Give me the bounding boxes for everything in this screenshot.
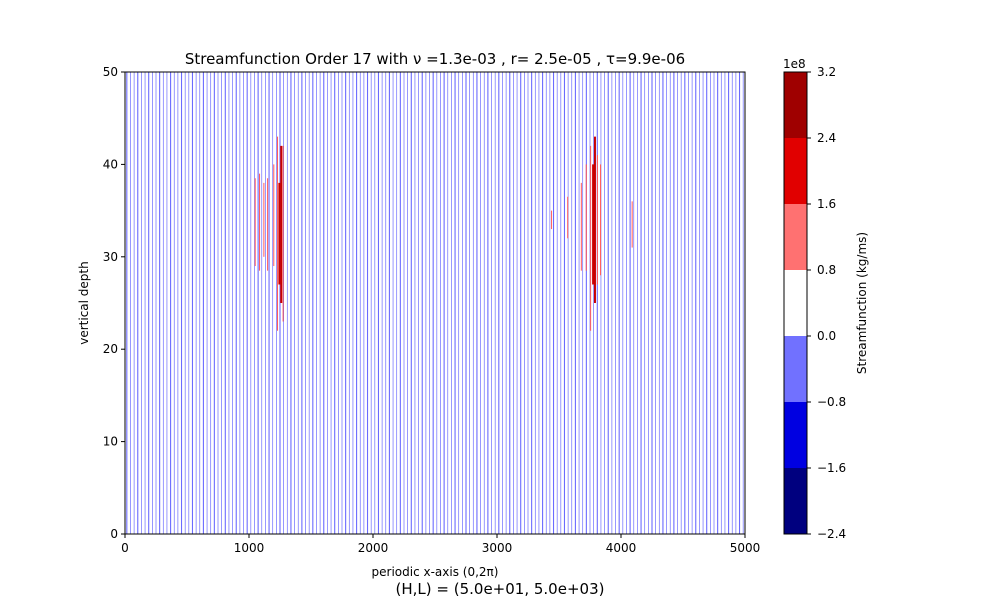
y-tick-label: 0 [110, 527, 118, 541]
y-tick-label: 40 [103, 157, 118, 171]
x-axis-label: periodic x-axis (0,2π) [372, 565, 499, 579]
plot-background [125, 72, 745, 534]
x-tick-label: 4000 [606, 541, 637, 555]
y-axis-label: vertical depth [77, 261, 91, 344]
colorbar-tick-label: 2.4 [817, 131, 836, 145]
colorbar-tick-label: 0.0 [817, 329, 836, 343]
y-tick-label: 50 [103, 65, 118, 79]
y-axis-ticks: 0 10 20 30 40 50 [103, 65, 125, 541]
x-tick-label: 5000 [730, 541, 761, 555]
plot-frame [124, 71, 746, 535]
x-tick-label: 3000 [482, 541, 513, 555]
colorbar-tick-label: −2.4 [817, 527, 846, 541]
colorbar-frame [783, 71, 808, 535]
colorbar-tick-label: 0.8 [817, 263, 836, 277]
x-tick-label: 2000 [358, 541, 389, 555]
colorbar-segment [784, 468, 807, 534]
blue-contour-lines [126, 72, 744, 534]
x-axis-ticks: 0 1000 2000 3000 4000 5000 [121, 534, 760, 555]
y-tick-label: 10 [103, 435, 118, 449]
red-contour-lines [254, 136, 633, 331]
chart-title: Streamfunction Order 17 with ν =1.3e-03 … [185, 50, 685, 68]
x-tick-label: 1000 [234, 541, 265, 555]
y-tick-label: 20 [103, 342, 118, 356]
y-tick-label: 30 [103, 250, 118, 264]
colorbar-segment [784, 336, 807, 402]
colorbar-segment [784, 72, 807, 138]
colorbar-tick-label: 3.2 [817, 65, 836, 79]
colorbar-tick-label: 1.6 [817, 197, 836, 211]
colorbar: −2.4 −1.6 −0.8 0.0 0.8 1.6 2.4 3.2 [783, 65, 846, 541]
colorbar-label: Streamfunction (kg/ms) [855, 232, 869, 374]
colorbar-tick-label: −0.8 [817, 395, 846, 409]
plot-area [124, 71, 746, 535]
colorbar-segment [784, 402, 807, 468]
colorbar-segment [784, 204, 807, 270]
colorbar-tick-label: −1.6 [817, 461, 846, 475]
x-tick-label: 0 [121, 541, 129, 555]
footer-label: (H,L) = (5.0e+01, 5.0e+03) [396, 580, 605, 598]
colorbar-segment [784, 138, 807, 204]
colorbar-exponent: 1e8 [783, 57, 806, 71]
colorbar-segment [784, 270, 807, 336]
